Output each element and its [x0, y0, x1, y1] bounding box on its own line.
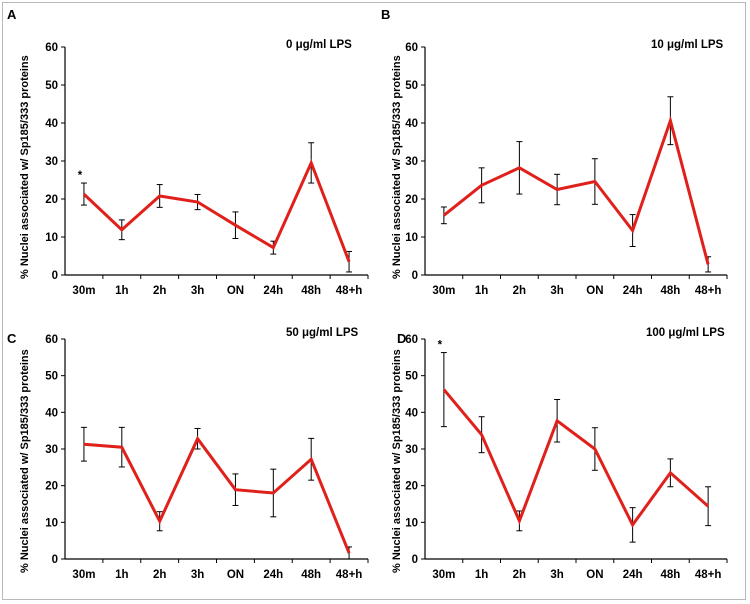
y-tick-label: 40	[45, 407, 58, 419]
panel-letter: C	[7, 331, 17, 346]
x-tick-label: 30m	[432, 285, 455, 297]
x-tick-label: 1h	[475, 569, 488, 581]
y-tick-label: 50	[45, 80, 58, 92]
y-tick-label: 20	[45, 194, 58, 206]
x-tick-label: 30m	[72, 285, 95, 297]
x-tick-label: 1h	[475, 285, 488, 297]
x-tick-label: ON	[586, 569, 603, 581]
y-tick-label: 20	[45, 481, 58, 493]
x-tick-label: 24h	[623, 285, 643, 297]
y-tick-label: 0	[52, 270, 58, 282]
y-tick-label: 40	[45, 118, 58, 130]
x-tick-label: 1h	[115, 569, 128, 581]
y-tick-label: 20	[405, 194, 418, 206]
y-tick-label: 20	[405, 481, 418, 493]
panel-letter: D	[397, 331, 407, 346]
y-tick-label: 30	[405, 156, 418, 168]
x-tick-label: 48h	[301, 569, 321, 581]
x-tick-label: 48h	[301, 285, 321, 297]
chart-title: 10 μg/ml LPS	[651, 39, 724, 51]
x-tick-label: 30m	[72, 569, 95, 581]
y-tick-label: 30	[405, 444, 418, 456]
series-line	[83, 435, 351, 554]
chart-title: 100 μg/ml LPS	[646, 327, 725, 339]
x-tick-label: 2h	[153, 285, 166, 297]
y-tick-label: 0	[412, 270, 418, 282]
chart-title: 50 μg/ml LPS	[286, 327, 359, 339]
y-tick-label: 30	[45, 156, 58, 168]
x-tick-label: ON	[227, 285, 244, 297]
y-tick-label: 30	[45, 444, 58, 456]
x-tick-label: 3h	[550, 285, 563, 297]
x-tick-label: 48h	[660, 285, 680, 297]
series-line	[82, 158, 351, 263]
y-tick-label: 10	[45, 232, 58, 244]
y-tick-label: 60	[45, 334, 58, 346]
x-tick-label: 2h	[153, 569, 166, 581]
x-tick-label: 30m	[432, 569, 455, 581]
y-tick-label: 50	[45, 371, 58, 383]
x-tick-label: 48+h	[336, 569, 363, 581]
y-tick-label: 50	[405, 80, 418, 92]
chart-title: 0 μg/ml LPS	[286, 39, 352, 51]
y-tick-label: 10	[405, 517, 418, 529]
y-tick-label: 50	[405, 371, 418, 383]
x-tick-label: 2h	[513, 285, 526, 297]
series-line	[442, 115, 710, 265]
chart-plot: 0 10 20 30 40 50 60 30m 1h 2h 3h ON 24h 48h 48+h	[45, 334, 369, 581]
x-tick-label: 48+h	[695, 285, 722, 297]
panel-c: C % Nuclei associated w/ Sp185/333 prote…	[3, 299, 375, 599]
x-tick-label: 3h	[550, 569, 563, 581]
x-tick-label: 1h	[115, 285, 128, 297]
annotation-star: *	[78, 170, 83, 182]
series-line	[442, 388, 710, 528]
y-tick-label: 40	[405, 118, 418, 130]
x-tick-label: 48h	[660, 569, 680, 581]
y-tick-label: 60	[405, 42, 418, 54]
chart-plot: 0 10 20 30 40 50 60 30m 1h 2h 3h ON 24h 48h 48+h	[405, 42, 728, 297]
x-tick-label: 2h	[513, 569, 526, 581]
x-tick-label: ON	[586, 285, 603, 297]
y-tick-label: 60	[405, 334, 418, 346]
x-tick-label: 24h	[623, 569, 643, 581]
x-tick-label: 24h	[263, 285, 283, 297]
x-tick-label: 48+h	[336, 285, 363, 297]
y-tick-label: 40	[405, 407, 418, 419]
x-tick-label: 48+h	[695, 569, 722, 581]
panel-a: A % Nuclei associated w/ Sp185/333 prote…	[3, 3, 375, 299]
y-tick-label: 0	[412, 554, 418, 566]
panel-b: B % Nuclei associated w/ Sp185/333 prote…	[375, 3, 747, 299]
y-tick-label: 60	[45, 42, 58, 54]
y-tick-label: 10	[45, 517, 58, 529]
annotation-star: *	[438, 340, 443, 352]
x-tick-label: 24h	[263, 569, 283, 581]
x-tick-label: ON	[227, 569, 244, 581]
y-tick-label: 10	[405, 232, 418, 244]
chart-plot: 0 10 20 30 40 50 60 30m 1h 2h 3h ON 24h 48h 48+h *	[45, 42, 369, 297]
y-tick-label: 0	[52, 554, 58, 566]
x-tick-label: 3h	[191, 285, 204, 297]
panel-letter: B	[381, 7, 391, 22]
x-tick-label: 3h	[191, 569, 204, 581]
panel-d: D % Nuclei associated w/ Sp185/333 prote…	[375, 299, 747, 599]
panel-letter: A	[7, 7, 17, 22]
chart-plot: 0 10 20 30 40 50 60 30m 1h 2h 3h ON 24h 48h 48+h *	[405, 334, 728, 581]
